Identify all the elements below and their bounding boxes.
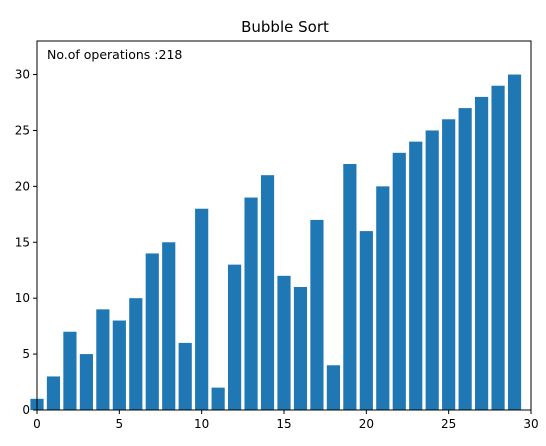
x-tick-label-10: 10: [194, 417, 209, 431]
bar-26: [458, 108, 472, 410]
bar-19: [343, 164, 357, 410]
bar-3: [79, 354, 93, 410]
bar-20: [359, 231, 373, 410]
bar-24: [425, 130, 439, 411]
bar-22: [392, 152, 406, 410]
y-tick-label-10: 10: [15, 291, 30, 305]
x-tick-label-20: 20: [359, 417, 374, 431]
y-tick-label-15: 15: [15, 235, 30, 249]
bar-16: [293, 287, 308, 410]
y-tick-label-0: 0: [22, 403, 30, 417]
chart-title: Bubble Sort: [241, 18, 329, 36]
x-tick-label-0: 0: [33, 417, 41, 431]
bar-14: [260, 175, 275, 410]
x-tick-label-15: 15: [276, 417, 291, 431]
bar-6: [129, 298, 143, 410]
x-tick-label-30: 30: [523, 417, 538, 431]
y-tick-label-5: 5: [22, 347, 30, 361]
bar-21: [376, 186, 390, 410]
bar-13: [244, 197, 258, 410]
bar-15: [277, 275, 291, 410]
bar-1: [46, 376, 61, 410]
bar-29: [507, 74, 522, 410]
y-tick-label-25: 25: [15, 123, 30, 137]
operations-count-annotation: No.of operations :218: [47, 47, 182, 62]
bar-23: [409, 141, 423, 411]
bar-9: [178, 342, 192, 410]
x-axis: 0 5 10 15 20 25 30: [33, 410, 539, 431]
bar-8: [162, 242, 176, 410]
bar-10: [195, 208, 209, 410]
x-tick-label-25: 25: [441, 417, 456, 431]
bar-11: [211, 387, 225, 410]
bar-27: [475, 96, 489, 410]
x-tick-label-5: 5: [116, 417, 124, 431]
bar-25: [442, 119, 456, 410]
bar-5: [112, 320, 126, 410]
y-tick-label-20: 20: [15, 179, 30, 193]
bar-7: [145, 253, 159, 410]
bar-2: [63, 331, 77, 410]
bar-4: [96, 309, 110, 410]
bar-12: [228, 264, 242, 410]
bars-group: [30, 74, 522, 411]
y-tick-label-30: 30: [15, 68, 30, 82]
bar-17: [310, 219, 324, 410]
bar-18: [326, 365, 340, 410]
bar-28: [491, 85, 505, 411]
y-axis: 0 5 10 15 20 25 30: [15, 68, 37, 417]
